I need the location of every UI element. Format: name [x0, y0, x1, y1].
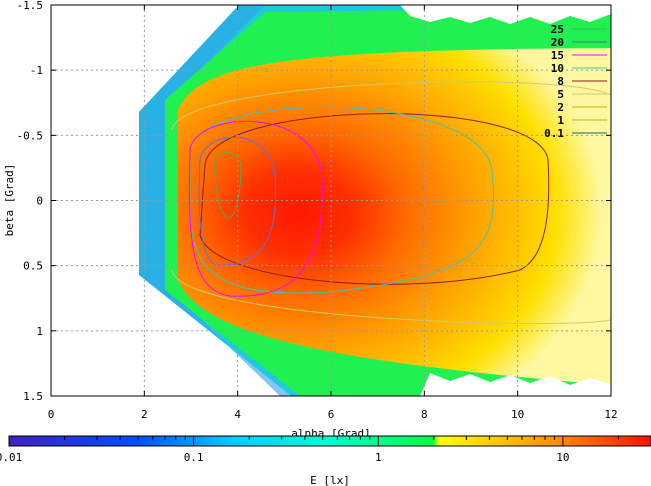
- colorbar-label: E [lx]: [310, 474, 350, 486]
- x-axis: 0 2 4 6 8 10 12: [48, 5, 618, 421]
- contour-line: [171, 81, 611, 131]
- legend-label: 1: [557, 114, 564, 127]
- colorbar-tick-label: 10: [556, 451, 569, 464]
- colorbar-tick-label: 0.1: [184, 451, 204, 464]
- contour-line: [199, 113, 550, 285]
- legend-label: 25: [551, 23, 564, 36]
- y-tick-label: -1.5: [17, 0, 44, 12]
- colorbar-tick-label: 0.01: [0, 451, 22, 464]
- heatmap-edge-top: [400, 5, 611, 24]
- heatmap-area: [139, 5, 611, 396]
- legend-label: 8: [557, 75, 564, 88]
- legend-label: 10: [551, 62, 564, 75]
- contour-line: [188, 120, 323, 297]
- x-tick-label: 6: [328, 408, 335, 421]
- contour-line: [171, 269, 611, 324]
- legend-label: 2: [557, 101, 564, 114]
- grid: [51, 5, 611, 396]
- contour-line: [189, 106, 494, 294]
- y-axis-label: beta [Grad]: [3, 164, 16, 237]
- x-tick-label: 0: [48, 408, 55, 421]
- y-tick-label: -1: [30, 64, 43, 77]
- y-tick-label: 0.5: [23, 260, 43, 273]
- legend-label: 5: [557, 88, 564, 101]
- legend-label: 0.1: [544, 127, 564, 140]
- x-tick-label: 10: [511, 408, 524, 421]
- y-axis: -1.5 -1 -0.5 0 0.5 1 1.5: [17, 0, 611, 403]
- colorbar: 0.01 0.1 1 10 E [lx]: [0, 435, 651, 486]
- heatmap-core: [178, 48, 611, 385]
- x-tick-label: 8: [421, 408, 428, 421]
- colorbar-tick-label: 1: [375, 451, 382, 464]
- contour-line: [198, 136, 277, 266]
- y-tick-label: 1: [36, 325, 43, 338]
- colorbar-ticks: 0.01 0.1 1 10: [0, 436, 651, 464]
- legend-label: 15: [551, 49, 564, 62]
- x-tick-label: 4: [234, 408, 241, 421]
- x-tick-label: 12: [604, 408, 617, 421]
- y-tick-label: -0.5: [17, 129, 44, 142]
- legend-label: 20: [551, 36, 564, 49]
- heatmap-edge-bottom: [420, 373, 611, 396]
- y-tick-label: 0: [36, 195, 43, 208]
- contour-line: [214, 152, 242, 219]
- x-tick-label: 2: [141, 408, 148, 421]
- y-tick-label: 1.5: [23, 390, 43, 403]
